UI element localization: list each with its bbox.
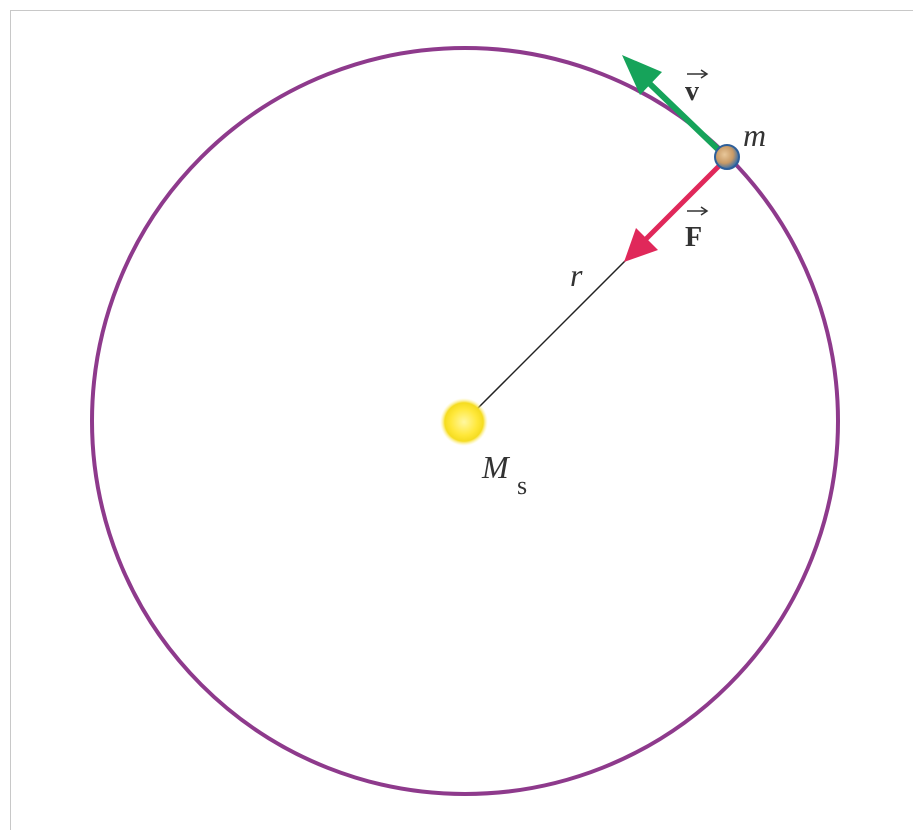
radius-label: r bbox=[570, 257, 583, 293]
diagram: v m F r M s bbox=[0, 0, 913, 830]
force-arrow bbox=[645, 163, 722, 240]
force-label: F bbox=[685, 222, 702, 253]
sun-mass-subscript: s bbox=[517, 471, 527, 500]
page: {"labels": {"velocity": "v", "mass": "m"… bbox=[0, 0, 913, 830]
planet bbox=[715, 145, 739, 169]
sun bbox=[440, 398, 488, 446]
mass-label: m bbox=[743, 117, 766, 153]
vector-arrow bbox=[687, 207, 707, 215]
sun-mass-label: M bbox=[481, 449, 511, 485]
radius-line bbox=[465, 258, 628, 421]
velocity-label: v bbox=[685, 76, 699, 107]
